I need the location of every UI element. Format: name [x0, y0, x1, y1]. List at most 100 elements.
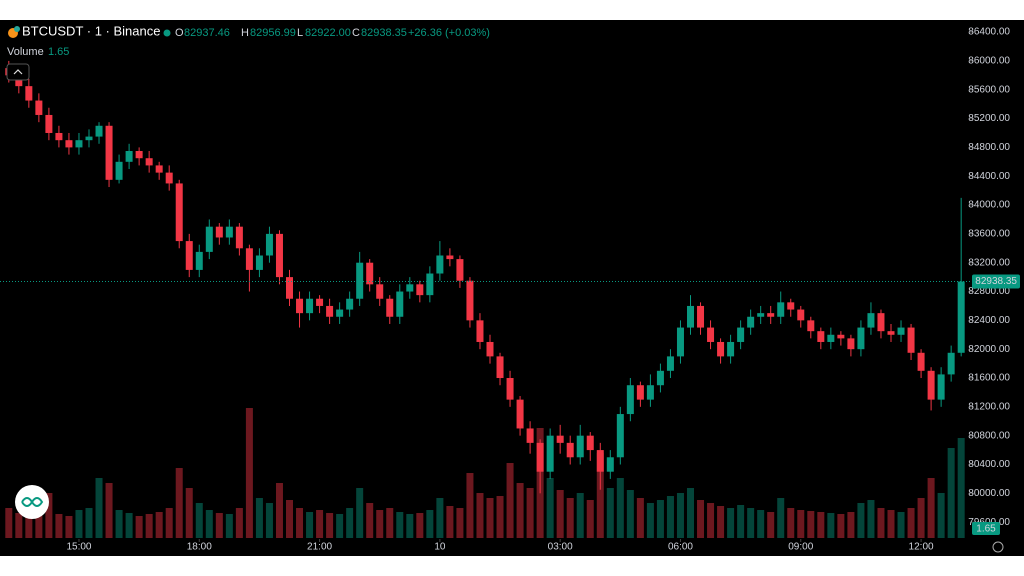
- volume-bar: [155, 512, 163, 538]
- candle-body: [636, 385, 644, 400]
- candle-body: [205, 226, 213, 252]
- volume-bar: [616, 478, 624, 538]
- volume-bar: [316, 510, 324, 538]
- volume-bar: [807, 511, 815, 538]
- volume-bar: [356, 488, 364, 538]
- candle-body: [857, 327, 865, 350]
- candle-body: [867, 313, 875, 328]
- candle-body: [35, 100, 43, 115]
- candle-body: [687, 305, 694, 328]
- candle-body: [787, 302, 795, 310]
- high-value: 82956.99: [250, 27, 296, 39]
- volume-bar: [687, 488, 694, 538]
- candle-body: [907, 327, 915, 353]
- volume-bar: [426, 510, 434, 538]
- candle-body: [937, 374, 945, 400]
- volume-bar: [757, 510, 765, 538]
- y-tick-label: 84000.00: [968, 200, 1010, 211]
- volume-bar: [947, 448, 955, 538]
- candle-body: [707, 327, 715, 342]
- candle-body: [55, 132, 63, 141]
- candle-body: [717, 341, 725, 357]
- candle-body: [115, 161, 123, 180]
- volume-bar: [516, 483, 524, 538]
- volume-bar: [837, 514, 845, 538]
- candle-body: [697, 305, 705, 328]
- volume-bar: [296, 508, 304, 538]
- volume-bar: [165, 508, 173, 538]
- candle-body: [576, 435, 584, 458]
- collapse-icon: [13, 69, 23, 75]
- candle-body: [165, 172, 173, 184]
- candle-body: [847, 338, 855, 350]
- volume-bar: [376, 510, 384, 538]
- candle-body: [75, 140, 83, 148]
- volume-bar: [396, 512, 404, 538]
- candle-body: [456, 259, 464, 281]
- candle-body: [366, 262, 374, 285]
- volume-bar: [326, 513, 334, 538]
- volume-bar: [35, 512, 43, 538]
- volume-bar: [707, 503, 715, 538]
- candle-body: [396, 291, 404, 317]
- x-tick-label: 18:00: [187, 542, 212, 553]
- volume-bar: [486, 498, 494, 538]
- candle-body: [486, 341, 494, 357]
- change-value: +26.36 (+0.03%): [408, 27, 490, 39]
- candle-body: [957, 281, 965, 353]
- volume-bar: [75, 510, 83, 538]
- candle-body: [556, 435, 564, 443]
- candle-body: [837, 334, 845, 339]
- candle-body: [436, 255, 444, 274]
- volume-bar: [366, 503, 374, 538]
- volume-bar: [45, 493, 53, 538]
- candle-body: [25, 86, 33, 101]
- candle-body: [666, 356, 674, 371]
- candle-body: [215, 226, 223, 238]
- candle-body: [466, 280, 474, 321]
- candle-body: [346, 298, 354, 310]
- candle-body: [255, 255, 263, 270]
- volume-bar: [306, 512, 314, 538]
- y-tick-label: 80800.00: [968, 430, 1010, 441]
- candle-body: [737, 327, 745, 342]
- candle-body: [15, 75, 23, 87]
- candle-body: [326, 305, 334, 317]
- logo-mark: [21, 497, 44, 507]
- candle-body: [917, 352, 925, 371]
- candle-body: [476, 320, 484, 342]
- volume-bar: [436, 498, 444, 538]
- candle-body: [897, 327, 905, 335]
- volume-bar: [546, 478, 554, 538]
- candle-body: [747, 316, 755, 328]
- candle-body: [506, 378, 514, 400]
- candle-body: [195, 251, 203, 270]
- volume-bar: [5, 508, 13, 538]
- volume-bar: [125, 513, 133, 538]
- volume-bar: [867, 500, 875, 538]
- y-tick-label: 84400.00: [968, 171, 1010, 182]
- volume-bar: [877, 508, 885, 538]
- volume-bar: [646, 503, 654, 538]
- volume-bar: [556, 490, 564, 538]
- volume-bar: [416, 513, 424, 538]
- candle-body: [336, 309, 344, 317]
- candle-body: [275, 233, 283, 278]
- volume-bar: [566, 498, 574, 538]
- volume-bar: [817, 512, 825, 538]
- candle-body: [245, 248, 253, 270]
- volume-bar: [336, 514, 344, 538]
- volume-bar: [456, 508, 464, 538]
- settings-button[interactable]: [992, 541, 1004, 553]
- y-tick-label: 86400.00: [968, 27, 1010, 38]
- collapse-button[interactable]: [6, 63, 30, 81]
- volume-bar: [937, 493, 945, 538]
- candle-body: [827, 334, 835, 342]
- volume-bar: [586, 500, 594, 538]
- status-dot: [163, 29, 171, 37]
- volume-tag-label: 1.65: [976, 524, 996, 535]
- candle-body: [496, 356, 504, 379]
- candle-body: [676, 327, 684, 357]
- candle-body: [155, 165, 163, 173]
